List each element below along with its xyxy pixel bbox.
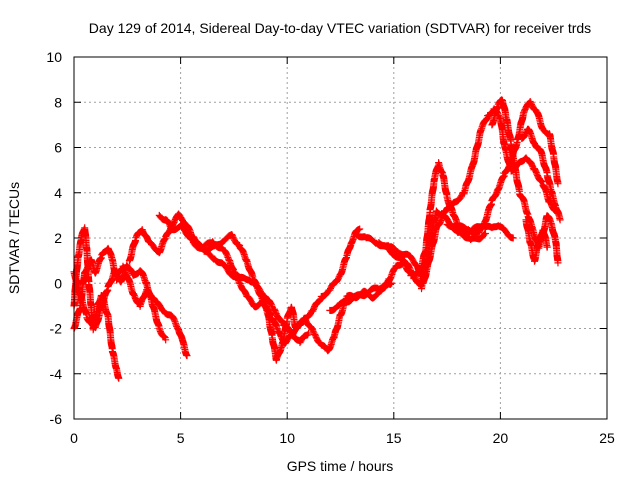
- y-tick-label: 6: [54, 140, 62, 156]
- y-tick-label: 2: [54, 230, 62, 246]
- series-track-j: [443, 98, 562, 237]
- x-tick-label: 15: [386, 430, 402, 446]
- plot-frame: [73, 56, 608, 420]
- y-tick-label: 10: [46, 49, 62, 65]
- x-axis-label: GPS time / hours: [287, 458, 394, 474]
- series-track-m: [522, 216, 551, 265]
- x-tick-label: 5: [177, 430, 185, 446]
- series-track-l: [518, 125, 564, 224]
- y-axis-label: SDTVAR / TECUs: [6, 182, 22, 294]
- y-tick-label: -6: [50, 411, 63, 427]
- series-track-a: [70, 224, 123, 382]
- y-tick-label: 4: [54, 185, 62, 201]
- y-tick-label: -4: [50, 366, 63, 382]
- series-track-g: [326, 279, 396, 314]
- y-tick-label: -2: [50, 321, 63, 337]
- x-tick-label: 0: [70, 430, 78, 446]
- x-tick-label: 10: [279, 430, 295, 446]
- y-tick-label: 0: [54, 275, 62, 291]
- series-track-f: [189, 239, 313, 347]
- y-tick-label: 8: [54, 94, 62, 110]
- tick-labels: 0 5 10 15 20 25 -6 -4 -2 0 2 4 6 8 10: [46, 49, 615, 446]
- x-tick-label: 25: [599, 430, 615, 446]
- data-points: [70, 96, 564, 382]
- chart-title: Day 129 of 2014, Sidereal Day-to-day VTE…: [89, 20, 591, 36]
- x-tick-label: 20: [493, 430, 509, 446]
